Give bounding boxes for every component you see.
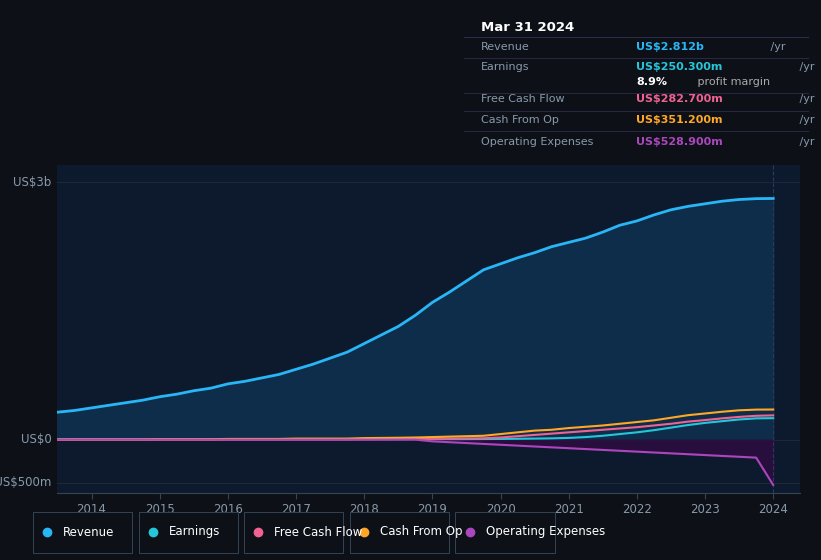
Text: US$0: US$0 xyxy=(21,433,52,446)
FancyBboxPatch shape xyxy=(33,512,132,553)
Text: US$3b: US$3b xyxy=(13,176,52,189)
Text: Revenue: Revenue xyxy=(481,41,530,52)
Text: US$282.700m: US$282.700m xyxy=(636,95,723,104)
Text: Cash From Op: Cash From Op xyxy=(380,525,462,539)
Text: /yr: /yr xyxy=(796,63,814,72)
Text: /yr: /yr xyxy=(796,115,814,125)
Text: /yr: /yr xyxy=(796,95,814,104)
Text: Earnings: Earnings xyxy=(168,525,220,539)
Text: Mar 31 2024: Mar 31 2024 xyxy=(481,21,575,34)
Text: -US$500m: -US$500m xyxy=(0,476,52,489)
Text: 8.9%: 8.9% xyxy=(636,77,667,87)
Text: US$528.900m: US$528.900m xyxy=(636,137,723,147)
Text: US$250.300m: US$250.300m xyxy=(636,63,722,72)
Text: Revenue: Revenue xyxy=(63,525,114,539)
Text: Operating Expenses: Operating Expenses xyxy=(481,137,594,147)
Text: Free Cash Flow: Free Cash Flow xyxy=(274,525,363,539)
Text: Cash From Op: Cash From Op xyxy=(481,115,559,125)
FancyBboxPatch shape xyxy=(244,512,343,553)
Text: /yr: /yr xyxy=(796,137,814,147)
FancyBboxPatch shape xyxy=(139,512,238,553)
Text: /yr: /yr xyxy=(767,41,785,52)
Text: profit margin: profit margin xyxy=(695,77,770,87)
Text: Free Cash Flow: Free Cash Flow xyxy=(481,95,565,104)
FancyBboxPatch shape xyxy=(350,512,449,553)
Text: US$351.200m: US$351.200m xyxy=(636,115,722,125)
Text: Earnings: Earnings xyxy=(481,63,530,72)
Text: US$2.812b: US$2.812b xyxy=(636,41,704,52)
Text: Operating Expenses: Operating Expenses xyxy=(485,525,605,539)
FancyBboxPatch shape xyxy=(456,512,555,553)
